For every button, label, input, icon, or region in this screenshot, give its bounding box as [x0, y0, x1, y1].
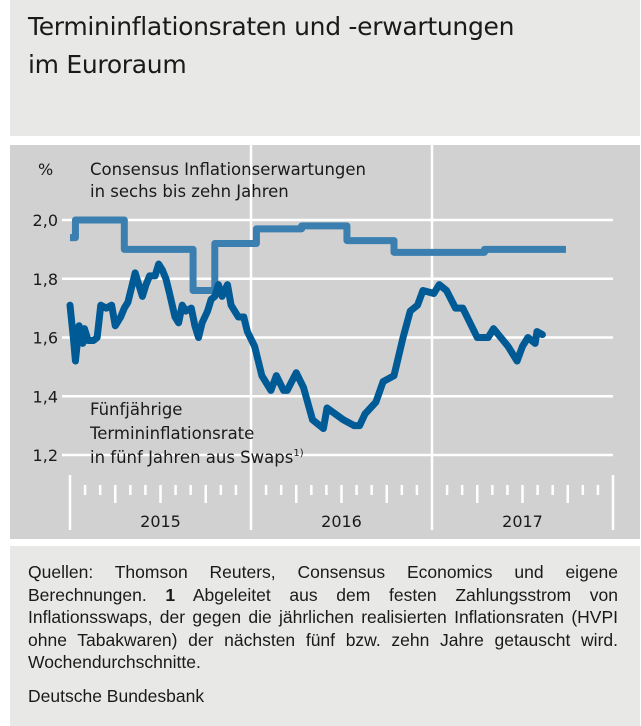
y-axis-unit-label: % [38, 160, 53, 179]
forward-series-label-text: in fünf Jahren aus Swaps [90, 448, 293, 467]
y-tick-label: 1,6 [33, 329, 58, 348]
y-axis: % 2,0 1,8 1,6 1,4 1,2 [33, 160, 58, 465]
x-year-label: 2017 [502, 512, 543, 531]
chart-title: Termininflationsraten und -erwartungen i… [28, 8, 514, 84]
sources-text: Quellen: Thomson Reuters, Consensus Econ… [28, 562, 618, 605]
line-chart: 2015 2016 2017 % 2,0 1,8 1,6 1,4 1,2 Consensus… [33, 145, 615, 531]
x-year-label: 2015 [140, 512, 181, 531]
forward-series-label-line-2: Termininflationsrate [89, 424, 254, 443]
chart-title-line-2: im Euroraum [28, 50, 187, 79]
consensus-series-label-line-1: Consensus Inflationserwartungen [90, 160, 366, 179]
y-tick-label: 1,8 [33, 270, 58, 289]
footnotes: Quellen: Thomson Reuters, Consensus Econ… [28, 561, 618, 674]
chart-header: Termininflationsraten und -erwartungen i… [10, 0, 640, 136]
x-axis: 2015 2016 2017 [83, 485, 600, 531]
consensus-series-label-line-2: in sechs bis zehn Jahren [90, 182, 289, 201]
chart-footer: Quellen: Thomson Reuters, Consensus Econ… [10, 546, 640, 726]
forward-series-label-line-1: Fünfjährige [90, 400, 182, 419]
y-tick-label: 2,0 [33, 211, 58, 230]
footnote-text: Abgeleitet aus dem festen Zahlungsstrom … [28, 584, 618, 673]
y-tick-label: 1,4 [33, 387, 58, 406]
footnote-number: 1 [165, 584, 176, 605]
footnote-marker: 1) [293, 448, 303, 459]
forward-series-label-line-3: in fünf Jahren aus Swaps1) [90, 448, 304, 467]
chart-panel: 2015 2016 2017 % 2,0 1,8 1,6 1,4 1,2 Consensus… [10, 145, 640, 539]
x-year-label: 2016 [321, 512, 362, 531]
publisher: Deutsche Bundesbank [28, 686, 205, 706]
series [66, 216, 567, 433]
annotations: Consensus Inflationserwartungen in sechs… [89, 160, 366, 467]
chart-title-line-1: Termininflationsraten und -erwartungen [28, 12, 515, 41]
y-tick-label: 1,2 [33, 446, 58, 465]
